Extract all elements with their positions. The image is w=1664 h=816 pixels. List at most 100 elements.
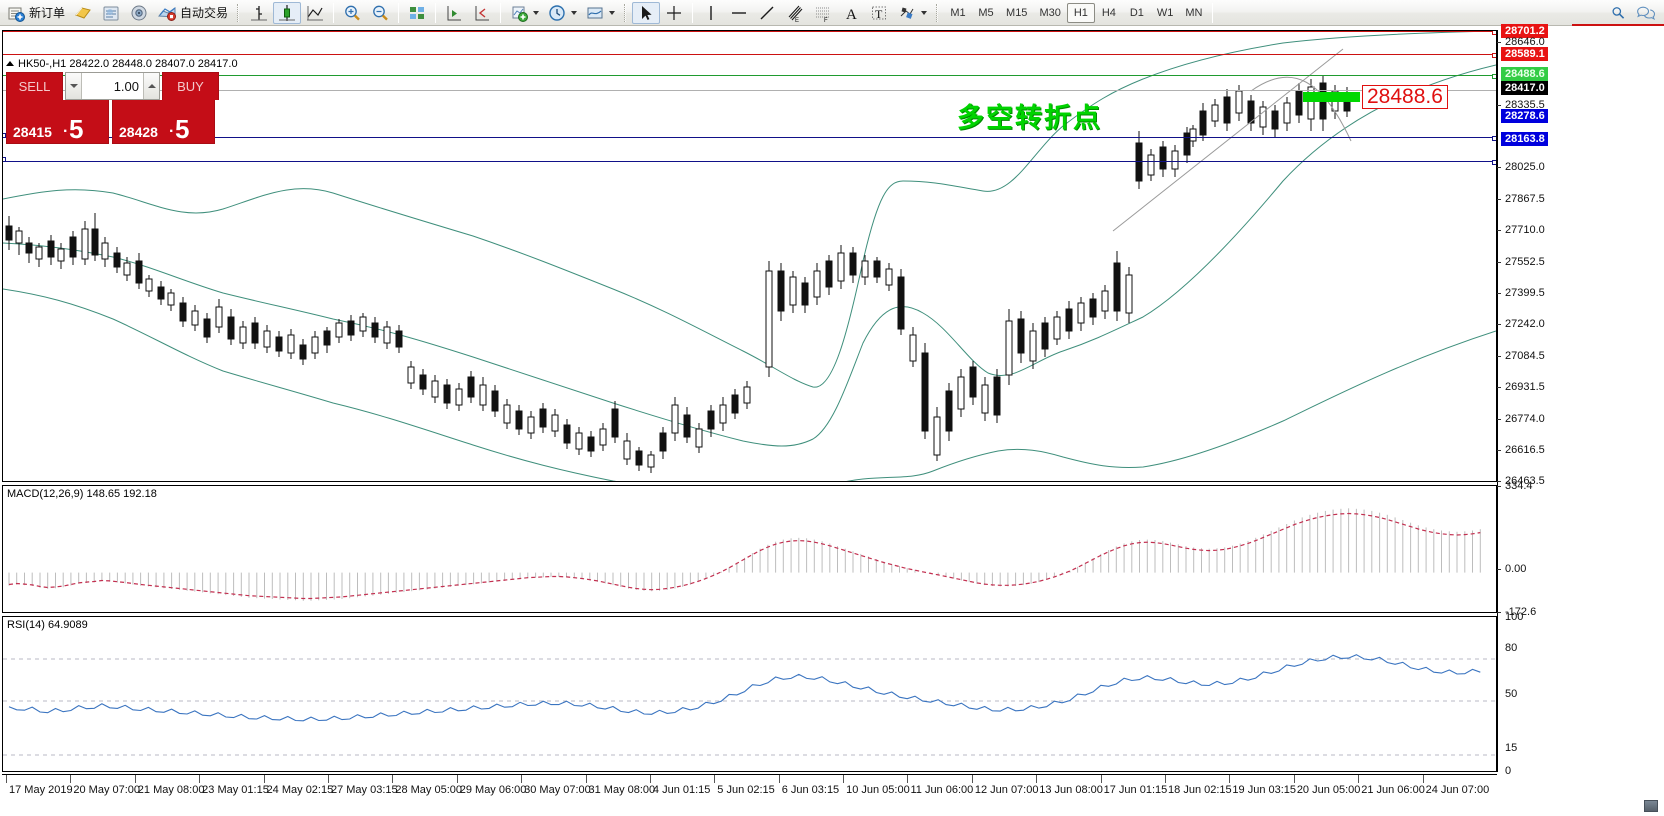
- level-line-28417[interactable]: [3, 90, 1496, 91]
- time-tick: [521, 775, 523, 783]
- volume-decrement-button[interactable]: [66, 73, 82, 99]
- new-order-button[interactable]: 新订单: [2, 2, 69, 24]
- toolbar-grip-3[interactable]: [934, 3, 941, 23]
- time-tick: [6, 775, 7, 783]
- expert-advisors-button[interactable]: [69, 2, 97, 24]
- timeframe-m5[interactable]: M5: [978, 6, 994, 19]
- time-tick: [456, 775, 458, 783]
- text-button[interactable]: A: [837, 2, 865, 24]
- chevron-down-icon-2[interactable]: [571, 10, 578, 15]
- timeframe-m15[interactable]: M15: [1006, 6, 1028, 19]
- chevron-down-icon-4[interactable]: [921, 10, 928, 15]
- chart-annotation-text: 多空转折点: [957, 103, 1102, 134]
- chevron-down-icon[interactable]: [533, 10, 540, 15]
- chat-icon[interactable]: [1636, 5, 1656, 21]
- templates-button[interactable]: [581, 2, 619, 24]
- vertical-line-button[interactable]: [697, 2, 725, 24]
- timeframe-w1[interactable]: W1: [1156, 6, 1174, 19]
- autotrading-button[interactable]: 自动交易: [153, 2, 232, 24]
- price-tick-label: 27710.0: [1505, 224, 1545, 237]
- price-tag-28488-6[interactable]: 28488.6: [1501, 66, 1548, 81]
- tile-windows-button[interactable]: [403, 2, 431, 24]
- indicator-add-button[interactable]: [505, 2, 543, 24]
- equidistant-channel-button[interactable]: E: [781, 2, 809, 24]
- toolbar-grip-2[interactable]: [622, 3, 629, 23]
- price-scale[interactable]: 28701.2 28646.0 28589.1 28488.6 28417.0 28335…: [1497, 24, 1664, 777]
- taskbar-thumbnail-icon[interactable]: [1644, 800, 1658, 812]
- level-line-28163[interactable]: [3, 160, 1496, 165]
- chevron-down-icon-3[interactable]: [609, 10, 616, 15]
- time-scale[interactable]: 17 May 2019 20 May 07:00 21 May 08:00 23 Ma…: [2, 774, 1497, 816]
- rsi-scale-tick-label: 15: [1505, 741, 1518, 754]
- volume-stepper[interactable]: 1.00: [65, 72, 160, 100]
- level-handle-4[interactable]: [1492, 136, 1496, 141]
- time-tick-label: 12 Jun 07:00: [974, 784, 1039, 796]
- zoom-out-button[interactable]: [366, 2, 394, 24]
- yellow-block-icon: [75, 6, 91, 19]
- volume-input[interactable]: 1.00: [82, 73, 143, 99]
- price-pane[interactable]: [2, 30, 1497, 482]
- level-handle-left-2[interactable]: [3, 157, 6, 162]
- chart-shift-button[interactable]: [468, 2, 496, 24]
- sell-price-decimal: 5: [69, 114, 84, 144]
- volume-increment-button[interactable]: [143, 73, 159, 99]
- level-line-28701[interactable]: [3, 31, 1496, 35]
- period-button[interactable]: [543, 2, 581, 24]
- level-handle-5[interactable]: [1492, 160, 1496, 165]
- price-tick: [1497, 292, 1501, 294]
- level-handle-left[interactable]: [3, 133, 6, 138]
- timeframe-h4[interactable]: H4: [1101, 6, 1116, 19]
- price-tag-28163-8[interactable]: 28163.8: [1501, 132, 1548, 147]
- text-label-button[interactable]: T: [865, 2, 893, 24]
- chart-expand-arrow-icon[interactable]: [6, 61, 14, 66]
- level-line-28589[interactable]: [3, 53, 1496, 58]
- autotrading-icon: [158, 6, 177, 21]
- timeframe-m30[interactable]: M30: [1039, 6, 1061, 19]
- time-tick-label: 23 May 01:15: [202, 784, 269, 796]
- horizontal-line-button[interactable]: [725, 2, 753, 24]
- level-line-28278[interactable]: [3, 136, 1496, 141]
- time-tick: [1036, 775, 1038, 783]
- crosshair-button[interactable]: [660, 2, 688, 24]
- candlestick-chart-button[interactable]: [273, 1, 302, 24]
- timeframe-d1[interactable]: D1: [1129, 6, 1144, 19]
- level-handle[interactable]: [1492, 31, 1496, 35]
- data-window-button[interactable]: [97, 2, 125, 24]
- time-tick: [263, 775, 265, 783]
- price-tag-28701-2[interactable]: 28701.2: [1501, 24, 1548, 38]
- fibonacci-button[interactable]: F: [809, 2, 837, 24]
- timeframe-h1[interactable]: H1: [1066, 2, 1095, 23]
- price-tag-28589-1[interactable]: 28589.1: [1501, 46, 1548, 61]
- one-click-trading-panel[interactable]: SELL 1.00 BUY 28415 . 5 28428 . 5: [6, 72, 219, 144]
- macd-chart-svg: [8, 508, 1481, 601]
- trendline-button[interactable]: [753, 2, 781, 24]
- chart-area[interactable]: HK50-,H1 28422.0 28448.0 28407.0 28417.0: [0, 24, 1664, 816]
- time-tick: [1100, 775, 1102, 783]
- navigator-button[interactable]: [125, 2, 153, 24]
- line-chart-button[interactable]: [301, 2, 329, 24]
- auto-scroll-button[interactable]: [440, 2, 468, 24]
- timeframe-mn[interactable]: MN: [1185, 6, 1203, 19]
- rsi-title: RSI(14) 64.9089: [7, 619, 88, 631]
- level-handle-2[interactable]: [1492, 53, 1496, 58]
- zoom-in-button[interactable]: [338, 2, 366, 24]
- rsi-pane[interactable]: RSI(14) 64.9089: [2, 616, 1497, 772]
- time-tick-label: 10 Jun 05:00: [846, 784, 910, 796]
- time-tick: [585, 775, 587, 783]
- buy-button[interactable]: BUY: [162, 72, 219, 100]
- timeframe-m1[interactable]: M1: [950, 6, 966, 19]
- sell-price-tile[interactable]: 28415 . 5: [6, 100, 109, 144]
- macd-pane[interactable]: MACD(12,26,9) 148.65 192.18: [2, 485, 1497, 613]
- search-icon[interactable]: [1610, 5, 1626, 21]
- sell-button[interactable]: SELL: [6, 72, 63, 100]
- level-line-28488[interactable]: [3, 74, 1496, 79]
- price-tag-28278-6[interactable]: 28278.6: [1501, 108, 1548, 123]
- buy-price-tile[interactable]: 28428 . 5: [112, 100, 215, 144]
- price-tag-28417-0[interactable]: 28417.0: [1501, 81, 1548, 96]
- toolbar-grip[interactable]: [235, 3, 242, 23]
- shapes-button[interactable]: [893, 2, 931, 24]
- level-handle-3[interactable]: [1492, 74, 1496, 79]
- bar-chart-button[interactable]: [245, 2, 273, 24]
- rsi-scale-tick-label: 100: [1505, 611, 1524, 623]
- pointer-button[interactable]: [632, 1, 661, 24]
